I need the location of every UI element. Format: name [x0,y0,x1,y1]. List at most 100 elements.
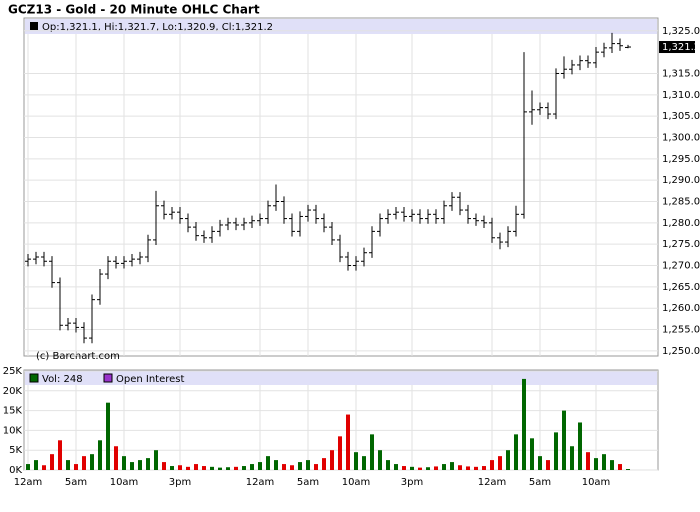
volume-bar [322,458,326,470]
volume-bar [410,466,414,470]
volume-bar [338,436,342,470]
volume-bar [522,378,526,470]
volume-bar [194,464,198,470]
volume-bar [106,402,110,470]
x-tick-label: 3pm [169,477,191,488]
y-tick-label: 1,275.0 [662,239,700,250]
volume-bar [282,464,286,470]
volume-bar [450,462,454,470]
volume-bar [298,462,302,470]
x-tick-label: 12am [478,477,507,488]
volume-bar [562,410,566,470]
y-tick-label: 1,305.0 [662,111,700,122]
x-tick-label: 5am [529,477,551,488]
volume-bar [154,450,158,470]
volume-bar [418,467,422,470]
y-tick-label: 1,310.0 [662,90,700,101]
last-price-label: 1,321.2 [662,42,700,53]
volume-legend-bar [25,371,657,385]
x-tick-label: 5am [65,477,87,488]
volume-bar [482,466,486,470]
volume-bar [594,458,598,470]
oi-swatch [103,373,113,383]
volume-bar [434,466,438,470]
volume-bar [442,464,446,470]
y-tick-label: 1,315.0 [662,68,700,79]
volume-bar [250,464,254,470]
price-panel [23,17,659,357]
volume-bar [386,460,390,470]
volume-bar [234,466,238,470]
volume-bar [58,440,62,470]
volume-bar [602,454,606,470]
x-tick-label: 5am [297,477,319,488]
volume-bar [370,434,374,470]
volume-bar [546,460,550,470]
volume-bar [138,460,142,470]
y-tick-label: 1,295.0 [662,154,700,165]
info-icon [30,22,38,30]
volume-bar [514,434,518,470]
volume-bar [426,467,430,470]
volume-bar [530,438,534,470]
oi-legend: Open Interest [116,374,185,385]
volume-bar [570,446,574,470]
volume-bar [122,456,126,470]
volume-bar [586,452,590,470]
x-tick-label: 10am [110,477,139,488]
x-tick-label: 12am [14,477,43,488]
credit: (c) Barchart.com [36,351,120,362]
volume-bar [314,464,318,470]
volume-bar [290,465,294,470]
info-bar [25,19,657,34]
volume-bar [218,467,222,470]
v-tick-label: 20K [3,386,23,397]
last-price-tag [659,41,695,54]
v-tick-label: 25K [3,366,23,377]
volume-bar [498,456,502,470]
volume-bar [330,450,334,470]
volume-bar [210,466,214,470]
volume-bar [170,466,174,470]
volume-legend: Vol: 248 [42,374,83,385]
volume-bar [34,460,38,470]
volume-bar [226,467,230,470]
y-tick-label: 1,285.0 [662,197,700,208]
volume-bar [162,462,166,470]
x-tick-label: 3pm [401,477,423,488]
volume-bar [90,454,94,470]
volume-bar [490,460,494,470]
volume-bar [458,465,462,470]
x-tick-label: 12am [246,477,275,488]
volume-bar [402,466,406,470]
volume-bar [578,422,582,470]
v-tick-label: 5K [9,445,22,456]
volume-bar [242,466,246,470]
volume-bar [114,446,118,470]
x-tick-label: 10am [342,477,371,488]
volume-bar [74,464,78,470]
volume-bar [394,464,398,470]
volume-bar [130,462,134,470]
volume-bar [618,464,622,470]
volume-bar [42,465,46,470]
y-tick-label: 1,280.0 [662,218,700,229]
y-tick-label: 1,260.0 [662,303,700,314]
y-tick-label: 1,300.0 [662,132,700,143]
volume-bar [354,452,358,470]
volume-bar [258,462,262,470]
volume-bar [266,456,270,470]
volume-swatch [29,373,39,383]
volume-bar [186,466,190,470]
volume-bar [506,450,510,470]
y-tick-label: 1,325.0 [662,26,700,37]
y-tick-label: 1,250.0 [662,346,700,357]
volume-bar [362,456,366,470]
volume-bar [202,466,206,470]
v-tick-label: 0K [9,465,22,476]
volume-bar [474,466,478,470]
x-tick-label: 10am [582,477,611,488]
y-tick-label: 1,270.0 [662,261,700,272]
